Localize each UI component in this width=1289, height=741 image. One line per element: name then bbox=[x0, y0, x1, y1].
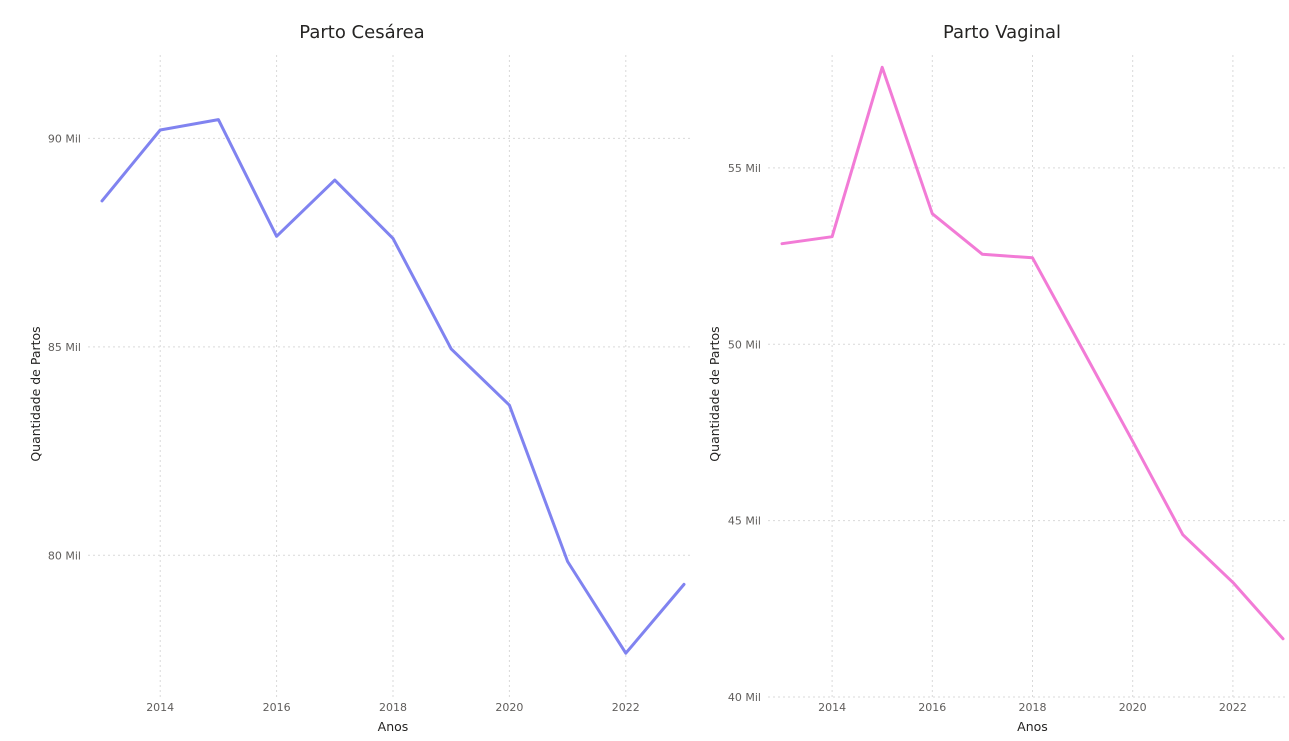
x-tick-label: 2016 bbox=[263, 701, 291, 714]
x-tick-label: 2014 bbox=[818, 701, 846, 714]
y-tick-label: 45 Mil bbox=[728, 515, 761, 528]
chart-title: Parto Vaginal bbox=[943, 22, 1061, 43]
x-tick-label: 2020 bbox=[1119, 701, 1147, 714]
y-tick-label: 55 Mil bbox=[728, 162, 761, 175]
series-line bbox=[780, 65, 1285, 641]
x-tick-label: 2022 bbox=[1219, 701, 1247, 714]
y-axis-title: Quantidade de Partos bbox=[707, 326, 722, 461]
x-tick-label: 2016 bbox=[918, 701, 946, 714]
y-tick-label: 80 Mil bbox=[48, 549, 81, 562]
chart-title: Parto Cesárea bbox=[299, 22, 424, 43]
y-axis-title: Quantidade de Partos bbox=[28, 326, 43, 461]
x-axis-title: Anos bbox=[378, 719, 409, 734]
y-tick-label: 50 Mil bbox=[728, 338, 761, 351]
x-tick-label: 2018 bbox=[1019, 701, 1047, 714]
x-tick-label: 2018 bbox=[379, 701, 407, 714]
x-tick-label: 2020 bbox=[495, 701, 523, 714]
x-tick-label: 2014 bbox=[146, 701, 174, 714]
y-tick-label: 90 Mil bbox=[48, 132, 81, 145]
x-axis-title: Anos bbox=[1017, 719, 1048, 734]
y-tick-label: 85 Mil bbox=[48, 341, 81, 354]
x-tick-label: 2022 bbox=[612, 701, 640, 714]
series-line bbox=[100, 118, 686, 655]
y-tick-label: 40 Mil bbox=[728, 691, 761, 704]
